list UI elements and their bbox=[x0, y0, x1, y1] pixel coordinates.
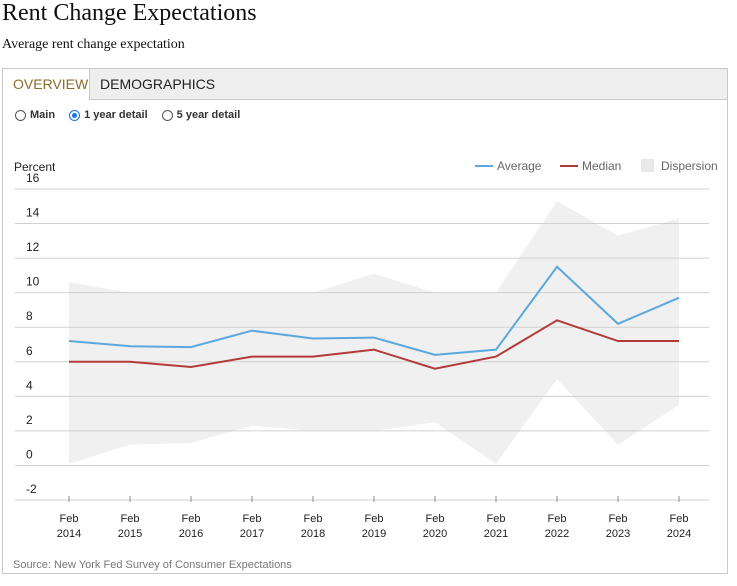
y-tick-label: 2 bbox=[26, 413, 33, 427]
x-tick-label-month: Feb bbox=[426, 513, 445, 525]
chart-panel: OVERVIEW DEMOGRAPHICS Main 1 year detail… bbox=[2, 68, 728, 574]
y-tick-label: 4 bbox=[26, 378, 33, 392]
x-tick-label-year: 2024 bbox=[667, 528, 691, 540]
x-tick-label-year: 2018 bbox=[301, 528, 325, 540]
x-tick-label-year: 2017 bbox=[240, 528, 264, 540]
x-tick-label-month: Feb bbox=[60, 513, 79, 525]
tab-bar: OVERVIEW DEMOGRAPHICS bbox=[3, 69, 727, 100]
x-tick-label-month: Feb bbox=[609, 513, 628, 525]
radio-1-year-detail[interactable]: 1 year detail bbox=[69, 109, 148, 121]
y-tick-label: 16 bbox=[26, 171, 40, 185]
x-tick-label-month: Feb bbox=[548, 513, 567, 525]
tab-demographics[interactable]: DEMOGRAPHICS bbox=[100, 76, 216, 92]
radio-main-label: Main bbox=[30, 109, 56, 121]
x-tick-label-month: Feb bbox=[670, 513, 689, 525]
x-tick-label-year: 2019 bbox=[362, 528, 386, 540]
y-tick-label: 6 bbox=[26, 344, 33, 358]
x-tick-label-year: 2014 bbox=[57, 528, 81, 540]
y-tick-label: 12 bbox=[26, 240, 40, 254]
x-tick-label-year: 2016 bbox=[179, 528, 203, 540]
x-tick-label-year: 2022 bbox=[545, 528, 569, 540]
y-axis-label: Percent bbox=[14, 160, 56, 174]
y-tick-label: 10 bbox=[26, 275, 40, 289]
y-tick-label: 0 bbox=[26, 447, 33, 461]
y-tick-label: 14 bbox=[26, 206, 40, 220]
y-tick-label: 8 bbox=[26, 309, 33, 323]
y-tick-label: -2 bbox=[26, 482, 37, 496]
radio-1-year-detail-button[interactable] bbox=[69, 109, 81, 121]
radio-5-year-detail[interactable]: 5 year detail bbox=[161, 109, 241, 121]
chart-legend: Average Median Dispersion bbox=[475, 159, 718, 173]
legend-dispersion-swatch bbox=[641, 159, 654, 172]
page-title: Rent Change Expectations bbox=[2, 0, 257, 26]
radio-1-year-detail-label: 1 year detail bbox=[84, 109, 148, 121]
dispersion-band bbox=[69, 201, 679, 464]
legend-median-label: Median bbox=[582, 159, 621, 173]
x-tick-label-month: Feb bbox=[182, 513, 201, 525]
x-tick-label-month: Feb bbox=[487, 513, 506, 525]
radio-5-year-detail-button[interactable] bbox=[161, 109, 173, 121]
x-tick-label-month: Feb bbox=[121, 513, 140, 525]
line-chart: Percent Average Median Dispersion -2 0 2 4 6… bbox=[14, 159, 718, 540]
legend-average-label: Average bbox=[497, 159, 542, 173]
source-note: Source: New York Fed Survey of Consumer … bbox=[13, 559, 292, 571]
page-subtitle: Average rent change expectation bbox=[2, 37, 185, 52]
x-tick-label-month: Feb bbox=[243, 513, 262, 525]
x-tick-label-month: Feb bbox=[365, 513, 384, 525]
x-tick-label-year: 2023 bbox=[606, 528, 630, 540]
x-tick-label-year: 2021 bbox=[484, 528, 508, 540]
x-tick-label-year: 2015 bbox=[118, 528, 142, 540]
view-radio-group: Main 1 year detail 5 year detail bbox=[15, 109, 240, 121]
radio-main-button[interactable] bbox=[15, 109, 26, 121]
radio-main[interactable]: Main bbox=[15, 109, 55, 121]
x-tick-label-year: 2020 bbox=[423, 528, 447, 540]
radio-5-year-detail-label: 5 year detail bbox=[176, 109, 241, 121]
legend-dispersion-label: Dispersion bbox=[661, 159, 718, 173]
x-tick-label-month: Feb bbox=[304, 513, 323, 525]
tab-overview[interactable]: OVERVIEW bbox=[3, 69, 90, 100]
